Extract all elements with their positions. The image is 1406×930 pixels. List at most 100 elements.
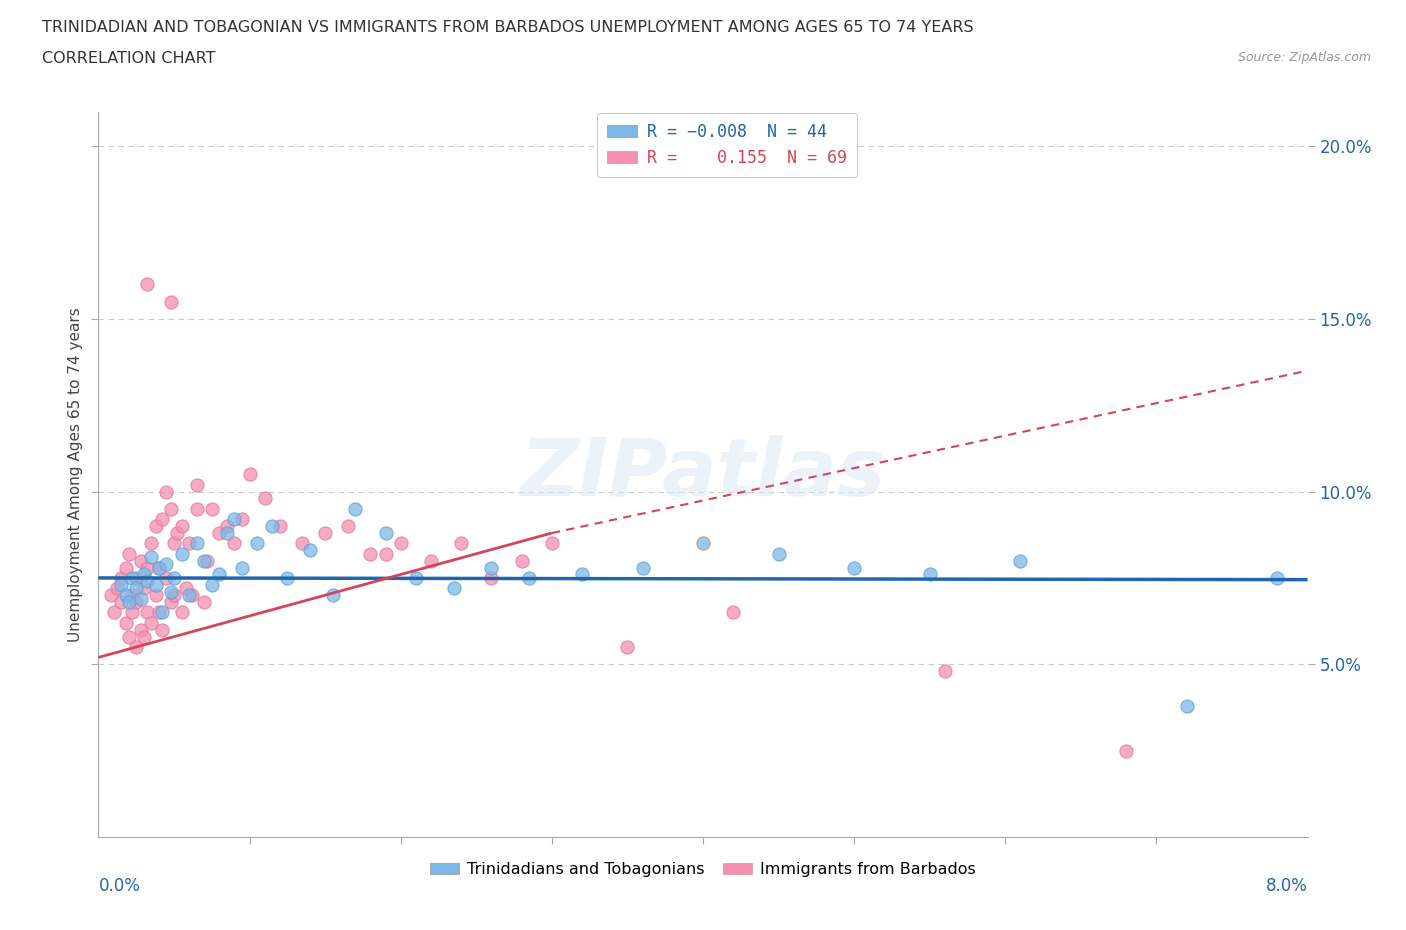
Point bbox=[186, 501, 208, 516]
Point bbox=[129, 553, 152, 568]
Point bbox=[571, 567, 593, 582]
Point bbox=[193, 594, 215, 609]
Text: ZIPatlas: ZIPatlas bbox=[520, 435, 886, 513]
Point bbox=[141, 550, 163, 565]
Point bbox=[201, 578, 224, 592]
Point bbox=[129, 591, 152, 606]
Point bbox=[150, 512, 173, 526]
Point bbox=[118, 594, 141, 609]
Point bbox=[1010, 553, 1032, 568]
Point bbox=[148, 560, 170, 575]
Point bbox=[155, 557, 177, 572]
Point bbox=[1267, 570, 1289, 585]
Point bbox=[224, 512, 246, 526]
Point bbox=[132, 630, 155, 644]
Point bbox=[299, 543, 322, 558]
Point bbox=[322, 588, 344, 603]
Point bbox=[150, 605, 173, 620]
Point bbox=[121, 588, 143, 603]
Point bbox=[132, 567, 155, 582]
Point bbox=[160, 294, 183, 309]
Point bbox=[224, 536, 246, 551]
Point bbox=[215, 525, 238, 540]
Point bbox=[110, 578, 132, 592]
Point bbox=[148, 605, 170, 620]
Point bbox=[125, 640, 148, 655]
Point bbox=[253, 491, 276, 506]
Point bbox=[148, 560, 170, 575]
Point bbox=[118, 546, 141, 561]
Point bbox=[692, 536, 714, 551]
Point bbox=[336, 519, 359, 534]
Point bbox=[420, 553, 443, 568]
Point bbox=[1175, 698, 1198, 713]
Point bbox=[129, 622, 152, 637]
Point bbox=[179, 536, 201, 551]
Point bbox=[723, 605, 745, 620]
Point bbox=[170, 519, 193, 534]
Point bbox=[145, 578, 167, 592]
Point bbox=[118, 630, 141, 644]
Point bbox=[186, 477, 208, 492]
Point bbox=[918, 567, 941, 582]
Point bbox=[163, 536, 186, 551]
Point bbox=[155, 485, 177, 499]
Point bbox=[110, 594, 132, 609]
Text: TRINIDADIAN AND TOBAGONIAN VS IMMIGRANTS FROM BARBADOS UNEMPLOYMENT AMONG AGES 6: TRINIDADIAN AND TOBAGONIAN VS IMMIGRANTS… bbox=[42, 20, 974, 35]
Point bbox=[174, 581, 197, 596]
Point bbox=[170, 605, 193, 620]
Point bbox=[114, 616, 136, 631]
Text: 0.0%: 0.0% bbox=[98, 877, 141, 895]
Point bbox=[443, 581, 465, 596]
Point bbox=[934, 664, 956, 679]
Point bbox=[374, 546, 396, 561]
Point bbox=[344, 501, 367, 516]
Point bbox=[100, 588, 122, 603]
Point bbox=[132, 581, 155, 596]
Point bbox=[262, 519, 284, 534]
Point bbox=[179, 588, 201, 603]
Point bbox=[844, 560, 866, 575]
Legend: Trinidadians and Tobagonians, Immigrants from Barbados: Trinidadians and Tobagonians, Immigrants… bbox=[423, 856, 983, 884]
Point bbox=[150, 622, 173, 637]
Point bbox=[405, 570, 427, 585]
Point bbox=[616, 640, 638, 655]
Point bbox=[160, 584, 183, 599]
Point bbox=[114, 560, 136, 575]
Point bbox=[374, 525, 396, 540]
Point bbox=[208, 567, 231, 582]
Point bbox=[125, 581, 148, 596]
Point bbox=[145, 588, 167, 603]
Point bbox=[517, 570, 540, 585]
Point bbox=[246, 536, 269, 551]
Point bbox=[481, 570, 503, 585]
Point bbox=[208, 525, 231, 540]
Point bbox=[389, 536, 412, 551]
Point bbox=[314, 525, 336, 540]
Point bbox=[160, 594, 183, 609]
Point bbox=[141, 536, 163, 551]
Point bbox=[163, 588, 186, 603]
Point bbox=[201, 501, 224, 516]
Point bbox=[135, 574, 157, 589]
Point bbox=[186, 536, 208, 551]
Point bbox=[481, 560, 503, 575]
Point bbox=[231, 560, 253, 575]
Point bbox=[103, 605, 125, 620]
Point bbox=[631, 560, 654, 575]
Point bbox=[540, 536, 562, 551]
Point bbox=[231, 512, 253, 526]
Text: CORRELATION CHART: CORRELATION CHART bbox=[42, 51, 215, 66]
Point bbox=[291, 536, 314, 551]
Point bbox=[269, 519, 291, 534]
Text: 8.0%: 8.0% bbox=[1265, 877, 1308, 895]
Point bbox=[510, 553, 533, 568]
Point bbox=[155, 570, 177, 585]
Point bbox=[110, 570, 132, 585]
Point bbox=[125, 570, 148, 585]
Point bbox=[145, 519, 167, 534]
Point bbox=[125, 594, 148, 609]
Point bbox=[181, 588, 204, 603]
Text: Source: ZipAtlas.com: Source: ZipAtlas.com bbox=[1237, 51, 1371, 64]
Point bbox=[135, 605, 157, 620]
